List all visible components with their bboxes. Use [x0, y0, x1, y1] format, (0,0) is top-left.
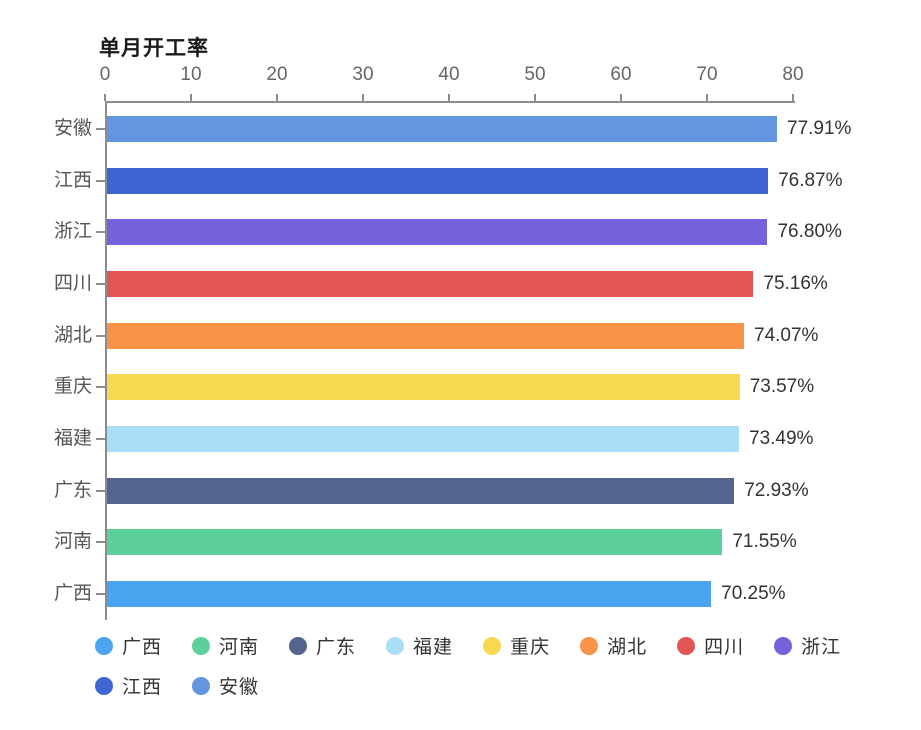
legend-dot-icon — [95, 676, 113, 695]
y-axis-line — [105, 101, 107, 620]
legend-label: 江西 — [122, 677, 163, 698]
x-axis-tick — [104, 94, 106, 101]
x-tick-label: 0 — [99, 64, 111, 85]
x-axis-tick — [190, 94, 192, 101]
x-tick-label: 10 — [180, 64, 202, 85]
category-label: 广东 — [53, 479, 92, 501]
x-axis-tick — [792, 94, 794, 101]
y-axis-tick — [96, 438, 105, 441]
bar-3[interactable] — [107, 219, 768, 246]
legend-item-9[interactable]: 江西 — [95, 672, 162, 699]
bar-value-label: 72.93% — [744, 479, 809, 501]
category-label: 广西 — [53, 583, 92, 605]
y-axis-tick — [96, 593, 105, 596]
category-label: 安徽 — [53, 117, 92, 139]
legend-label: 浙江 — [801, 637, 842, 658]
bar-value-label: 73.49% — [749, 428, 814, 450]
x-tick-label: 60 — [610, 64, 632, 85]
bar-value-label: 77.91% — [787, 117, 852, 139]
legend-dot-icon — [774, 636, 793, 655]
bar-1[interactable] — [107, 115, 778, 142]
legend-dot-icon — [192, 636, 211, 655]
y-axis-tick — [96, 179, 105, 182]
x-axis-tick — [448, 94, 450, 101]
legend-item-2[interactable]: 河南 — [192, 632, 259, 659]
bar-7[interactable] — [107, 426, 739, 453]
legend-dot-icon — [677, 636, 696, 655]
x-tick-label: 80 — [782, 64, 804, 85]
legend-label: 重庆 — [510, 637, 551, 658]
bar-value-label: 76.80% — [777, 221, 842, 243]
bar-9[interactable] — [107, 529, 723, 556]
legend-item-1[interactable]: 广西 — [95, 632, 162, 659]
x-tick-label: 30 — [352, 64, 374, 85]
bar-5[interactable] — [107, 322, 744, 349]
legend-dot-icon — [580, 636, 599, 655]
y-axis-tick — [96, 541, 105, 544]
x-tick-label: 70 — [696, 64, 718, 85]
legend-label: 河南 — [219, 637, 260, 658]
bar-value-label: 76.87% — [778, 169, 843, 191]
y-axis-tick — [96, 231, 105, 234]
x-tick-label: 20 — [266, 64, 288, 85]
y-axis-tick — [96, 127, 105, 130]
legend-label: 安徽 — [219, 677, 260, 698]
x-axis-tick — [620, 94, 622, 101]
category-label: 重庆 — [53, 376, 92, 398]
legend-item-7[interactable]: 四川 — [677, 632, 744, 659]
bar-value-label: 71.55% — [732, 531, 797, 553]
bar-2[interactable] — [107, 167, 769, 194]
bar-10[interactable] — [107, 581, 712, 608]
legend-dot-icon — [289, 636, 308, 655]
legend-label: 四川 — [704, 637, 745, 658]
legend-dot-icon — [192, 676, 211, 695]
category-label: 江西 — [53, 169, 92, 191]
legend-item-10[interactable]: 安徽 — [192, 672, 259, 699]
legend-dot-icon — [483, 636, 502, 655]
legend-label: 广东 — [316, 637, 357, 658]
bar-4[interactable] — [107, 270, 754, 297]
bar-8[interactable] — [107, 477, 735, 504]
bar-6[interactable] — [107, 374, 740, 401]
legend-dot-icon — [95, 636, 113, 655]
y-axis-tick — [96, 386, 105, 389]
legend-label: 广西 — [122, 637, 163, 658]
legend-dot-icon — [386, 636, 405, 655]
bar-value-label: 73.57% — [749, 376, 815, 398]
y-axis-tick — [96, 334, 105, 337]
legend-item-3[interactable]: 广东 — [289, 632, 356, 659]
legend-item-4[interactable]: 福建 — [386, 632, 453, 659]
category-label: 河南 — [53, 531, 92, 553]
x-tick-label: 50 — [524, 64, 546, 85]
bar-value-label: 70.25% — [721, 583, 786, 605]
bar-value-label: 74.07% — [754, 324, 819, 346]
legend-label: 湖北 — [607, 637, 648, 658]
x-axis-line — [105, 101, 795, 103]
x-axis-tick — [276, 94, 278, 101]
legend: 广西 河南 广东 福建 重庆 湖北 四川 浙江江西 安徽 — [95, 632, 865, 699]
category-label: 四川 — [53, 272, 92, 294]
category-label: 湖北 — [53, 324, 92, 346]
bar-value-label: 75.16% — [763, 272, 828, 294]
chart-title: 单月开工率 — [99, 37, 209, 60]
x-tick-label: 40 — [438, 64, 460, 85]
x-axis-tick — [706, 94, 708, 101]
x-axis-tick — [534, 94, 536, 101]
y-axis-tick — [96, 282, 105, 285]
y-axis-tick — [96, 489, 105, 492]
x-axis-tick — [362, 94, 364, 101]
legend-item-6[interactable]: 湖北 — [580, 632, 647, 659]
legend-item-8[interactable]: 浙江 — [774, 632, 841, 659]
category-label: 福建 — [53, 428, 92, 450]
category-label: 浙江 — [53, 221, 92, 243]
legend-item-5[interactable]: 重庆 — [483, 632, 550, 659]
legend-label: 福建 — [413, 637, 454, 658]
